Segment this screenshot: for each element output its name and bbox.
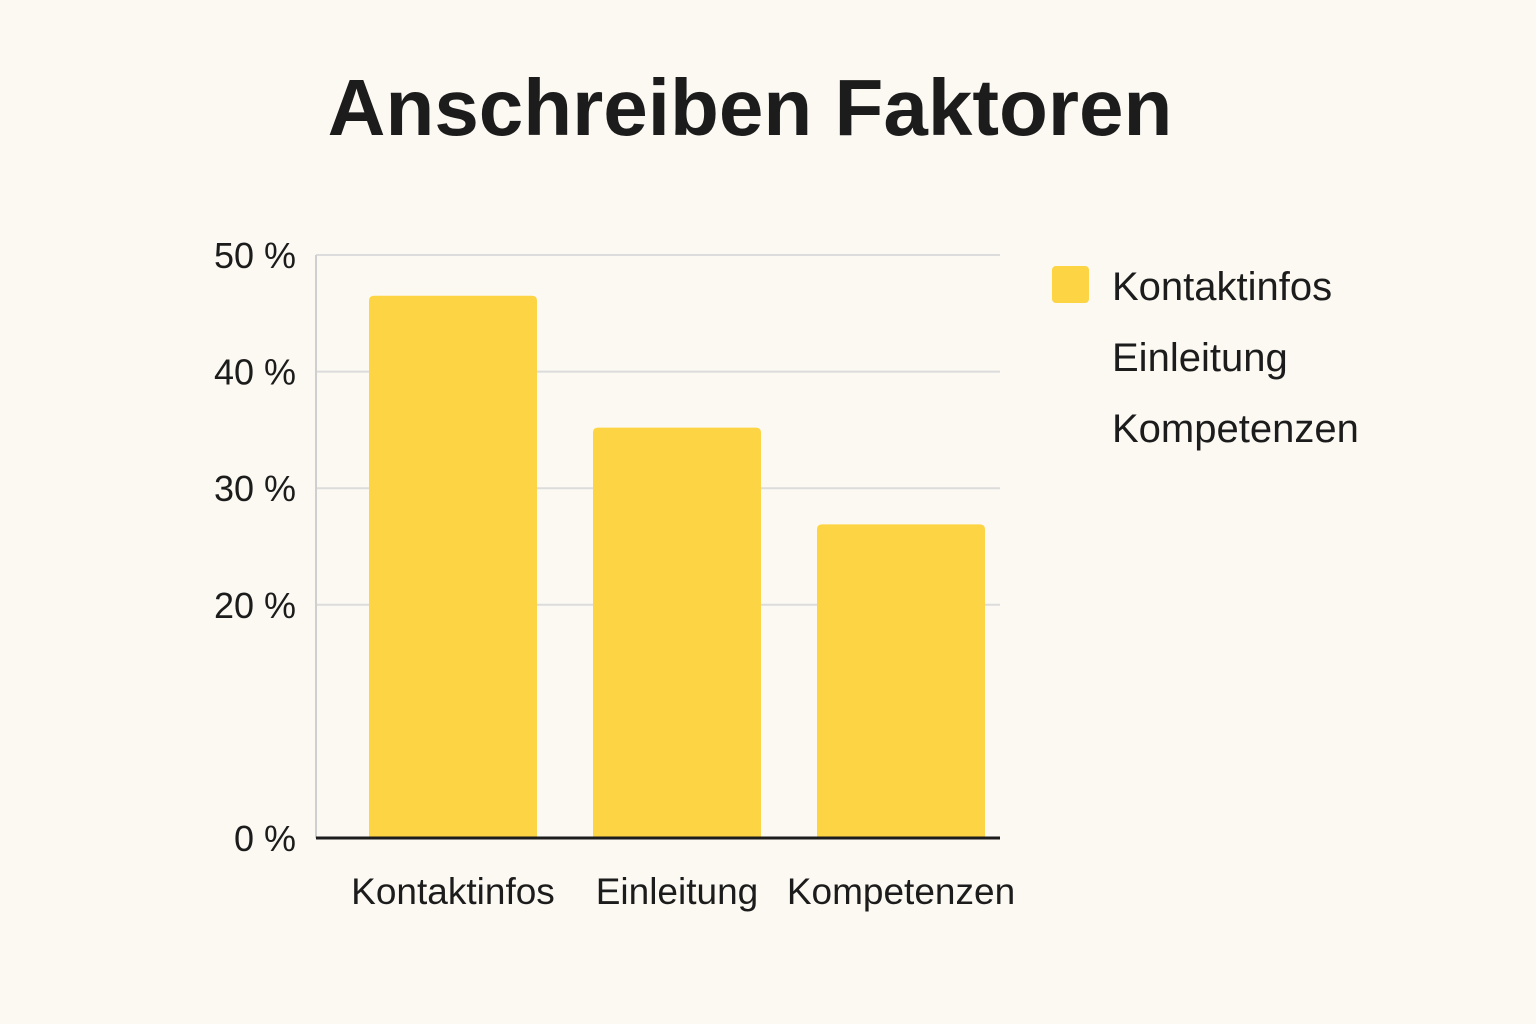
legend-entry: Einleitung [1112, 336, 1288, 380]
y-tick-label: 40 % [214, 352, 296, 393]
y-tick-label: 20 % [214, 585, 296, 626]
bar-kontaktinfos [369, 295, 537, 838]
x-tick-label: Kompetenzen [787, 871, 1015, 912]
x-tick-label: Einleitung [596, 871, 759, 912]
y-tick-label: 0 % [234, 818, 296, 859]
bar-kompetenzen [817, 524, 985, 838]
legend-entry: Kompetenzen [1112, 407, 1359, 451]
y-tick-label: 50 % [214, 235, 296, 276]
legend-swatch [1052, 266, 1089, 303]
bar-einleitung [593, 427, 761, 838]
x-tick-label: Kontaktinfos [351, 871, 555, 912]
legend-entry: Kontaktinfos [1112, 265, 1332, 309]
chart-title: Anschreiben Faktoren [327, 63, 1173, 152]
y-tick-label: 30 % [214, 468, 296, 509]
